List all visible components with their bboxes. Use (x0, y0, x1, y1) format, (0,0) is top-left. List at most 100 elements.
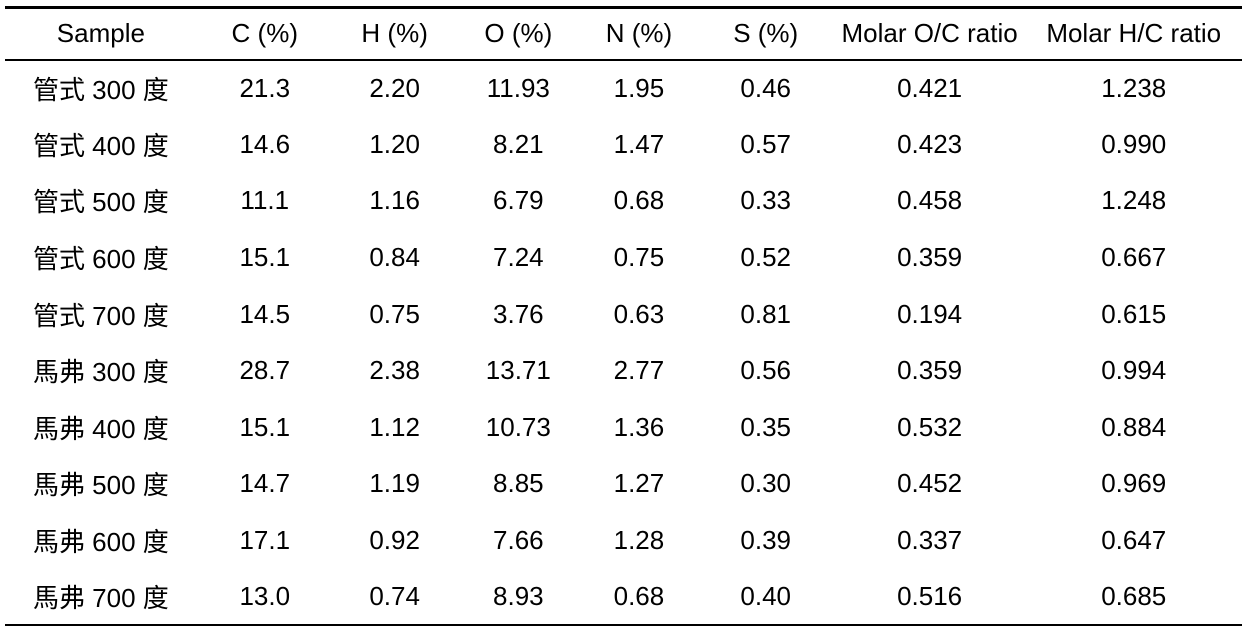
cell-sample-name: 馬弗 300 度 (32, 357, 169, 388)
cell-h-percent: 1.20 (369, 128, 420, 159)
cell-molar-oc-ratio: 0.423 (897, 128, 963, 159)
column-header-molar-oc-ratio: Molar O/C ratio (841, 18, 1018, 49)
cell-c-percent: 14.5 (239, 298, 291, 329)
cell-h-percent: 0.92 (369, 525, 420, 556)
cell-o-percent: 3.76 (493, 298, 544, 329)
table-row: 馬弗 400 度 15.1 1.12 10.73 1.36 0.35 0.532 0.884 (5, 399, 1242, 456)
table-row: 管式 300 度 21.3 2.20 11.93 1.95 0.46 0.421 1.238 (5, 60, 1242, 117)
column-header-molar-hc-ratio: Molar H/C ratio (1046, 18, 1222, 49)
cell-h-percent: 0.84 (369, 242, 420, 273)
cell-molar-hc-ratio: 0.990 (1101, 128, 1167, 159)
cell-s-percent: 0.46 (740, 72, 791, 103)
cell-o-percent: 7.66 (493, 525, 544, 556)
cell-c-percent: 17.1 (239, 525, 291, 556)
cell-sample-name: 管式 600 度 (32, 244, 169, 275)
cell-h-percent: 0.75 (369, 298, 420, 329)
column-header-sample: Sample (56, 18, 145, 49)
cell-n-percent: 0.68 (613, 581, 665, 612)
cell-s-percent: 0.52 (740, 242, 791, 273)
cell-s-percent: 0.81 (740, 298, 791, 329)
cell-n-percent: 1.28 (613, 525, 665, 556)
cell-molar-oc-ratio: 0.532 (897, 411, 963, 442)
table-row: 管式 700 度 14.5 0.75 3.76 0.63 0.81 0.194 0.615 (5, 286, 1242, 343)
cell-n-percent: 0.68 (613, 185, 665, 216)
cell-o-percent: 8.85 (493, 468, 544, 499)
cell-n-percent: 2.77 (613, 355, 665, 386)
cell-molar-hc-ratio: 0.647 (1101, 525, 1167, 556)
cell-s-percent: 0.33 (740, 185, 791, 216)
cell-s-percent: 0.30 (740, 468, 791, 499)
cell-c-percent: 11.1 (240, 185, 290, 216)
cell-molar-oc-ratio: 0.359 (897, 355, 963, 386)
cell-o-percent: 7.24 (493, 242, 544, 273)
cell-molar-hc-ratio: 0.884 (1101, 411, 1167, 442)
table-header-row: Sample C (%) H (%) O (%) N (%) S (%) Molar O/C… (5, 8, 1242, 60)
cell-sample-name: 管式 500 度 (32, 187, 169, 218)
table-row: 管式 400 度 14.6 1.20 8.21 1.47 0.57 0.423 0.990 (5, 116, 1242, 173)
cell-h-percent: 2.20 (369, 72, 420, 103)
cell-n-percent: 0.75 (613, 242, 665, 273)
cell-molar-hc-ratio: 0.969 (1101, 468, 1167, 499)
cell-molar-hc-ratio: 1.248 (1101, 185, 1167, 216)
table-row: 馬弗 600 度 17.1 0.92 7.66 1.28 0.39 0.337 0.647 (5, 512, 1242, 569)
table-row: 馬弗 300 度 28.7 2.38 13.71 2.77 0.56 0.359 0.994 (5, 342, 1242, 399)
cell-n-percent: 1.36 (613, 411, 665, 442)
cell-molar-hc-ratio: 0.615 (1101, 298, 1167, 329)
cell-molar-hc-ratio: 0.994 (1101, 355, 1167, 386)
cell-n-percent: 0.63 (613, 298, 665, 329)
cell-c-percent: 14.7 (239, 468, 291, 499)
cell-o-percent: 8.93 (493, 581, 544, 612)
cell-s-percent: 0.40 (740, 581, 791, 612)
cell-h-percent: 1.19 (369, 468, 420, 499)
cell-molar-oc-ratio: 0.194 (897, 298, 963, 329)
table-header: Sample C (%) H (%) O (%) N (%) S (%) Molar O/C… (5, 8, 1242, 60)
table-row: 馬弗 700 度 13.0 0.74 8.93 0.68 0.40 0.516 0.685 (5, 569, 1242, 626)
cell-s-percent: 0.57 (740, 128, 791, 159)
cell-o-percent: 8.21 (493, 128, 544, 159)
cell-molar-oc-ratio: 0.337 (897, 525, 963, 556)
cell-sample-name: 馬弗 700 度 (32, 583, 169, 614)
cell-c-percent: 14.6 (239, 128, 291, 159)
cell-molar-hc-ratio: 1.238 (1101, 72, 1167, 103)
cell-h-percent: 0.74 (369, 581, 420, 612)
cell-h-percent: 2.38 (369, 355, 420, 386)
cell-c-percent: 15.1 (239, 242, 291, 273)
cell-sample-name: 管式 700 度 (32, 300, 169, 331)
cell-o-percent: 10.73 (485, 411, 551, 442)
cell-h-percent: 1.16 (369, 185, 420, 216)
table-row: 管式 500 度 11.1 1.16 6.79 0.68 0.33 0.458 1.248 (5, 173, 1242, 230)
cell-c-percent: 21.3 (239, 72, 291, 103)
cell-s-percent: 0.56 (740, 355, 791, 386)
cell-molar-oc-ratio: 0.516 (897, 581, 963, 612)
cell-c-percent: 15.1 (239, 411, 291, 442)
cell-molar-oc-ratio: 0.458 (897, 185, 963, 216)
column-header-n-percent: N (%) (605, 18, 673, 49)
cell-molar-hc-ratio: 0.667 (1101, 242, 1167, 273)
cell-s-percent: 0.35 (740, 411, 791, 442)
cell-sample-name: 馬弗 600 度 (32, 527, 169, 558)
cell-sample-name: 管式 400 度 (32, 130, 169, 161)
column-header-c-percent: C (%) (231, 18, 298, 49)
cell-c-percent: 13.0 (239, 581, 291, 612)
cell-sample-name: 馬弗 500 度 (32, 470, 169, 501)
cell-molar-hc-ratio: 0.685 (1101, 581, 1167, 612)
cell-molar-oc-ratio: 0.452 (897, 468, 963, 499)
cell-o-percent: 6.79 (493, 185, 544, 216)
cell-o-percent: 11.93 (486, 72, 550, 103)
cell-molar-oc-ratio: 0.421 (897, 72, 963, 103)
cell-molar-oc-ratio: 0.359 (897, 242, 963, 273)
column-header-s-percent: S (%) (733, 18, 799, 49)
column-header-o-percent: O (%) (484, 18, 553, 49)
cell-s-percent: 0.39 (740, 525, 791, 556)
column-header-h-percent: H (%) (361, 18, 428, 49)
cell-n-percent: 1.47 (613, 128, 665, 159)
cell-h-percent: 1.12 (369, 411, 420, 442)
cell-sample-name: 馬弗 400 度 (32, 413, 169, 444)
cell-c-percent: 28.7 (239, 355, 291, 386)
table-row: 管式 600 度 15.1 0.84 7.24 0.75 0.52 0.359 0.667 (5, 229, 1242, 286)
table-row: 馬弗 500 度 14.7 1.19 8.85 1.27 0.30 0.452 0.969 (5, 456, 1242, 513)
cell-n-percent: 1.95 (613, 72, 665, 103)
cell-sample-name: 管式 300 度 (32, 74, 169, 105)
table-body: 管式 300 度 21.3 2.20 11.93 1.95 0.46 0.421 1.238 管… (5, 60, 1242, 626)
cell-o-percent: 13.71 (485, 355, 551, 386)
